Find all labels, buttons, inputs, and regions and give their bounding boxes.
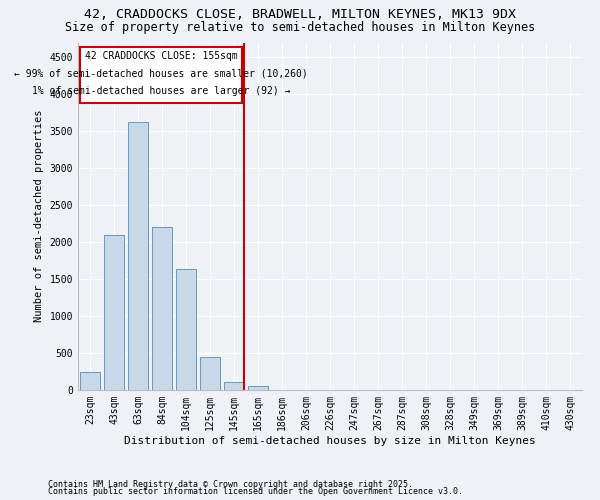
Bar: [128, 122, 148, 390]
Text: Contains HM Land Registry data © Crown copyright and database right 2025.: Contains HM Land Registry data © Crown c…: [48, 480, 413, 489]
Bar: [80, 47, 242, 103]
Text: ← 99% of semi-detached houses are smaller (10,260): ← 99% of semi-detached houses are smalle…: [14, 68, 308, 78]
Text: 42 CRADDOCKS CLOSE: 155sqm: 42 CRADDOCKS CLOSE: 155sqm: [85, 51, 238, 61]
Text: 42, CRADDOCKS CLOSE, BRADWELL, MILTON KEYNES, MK13 9DX: 42, CRADDOCKS CLOSE, BRADWELL, MILTON KE…: [84, 8, 516, 20]
Bar: [248, 386, 268, 390]
Text: Contains public sector information licensed under the Open Government Licence v3: Contains public sector information licen…: [48, 487, 463, 496]
Text: 1% of semi-detached houses are larger (92) →: 1% of semi-detached houses are larger (9…: [32, 86, 290, 96]
Y-axis label: Number of semi-detached properties: Number of semi-detached properties: [34, 110, 44, 322]
X-axis label: Distribution of semi-detached houses by size in Milton Keynes: Distribution of semi-detached houses by …: [124, 436, 536, 446]
Bar: [80, 372, 100, 390]
Bar: [104, 234, 124, 390]
Text: Size of property relative to semi-detached houses in Milton Keynes: Size of property relative to semi-detach…: [65, 21, 535, 34]
Bar: [176, 268, 196, 390]
Bar: [224, 382, 244, 390]
Bar: [200, 356, 220, 390]
Bar: [152, 228, 172, 390]
